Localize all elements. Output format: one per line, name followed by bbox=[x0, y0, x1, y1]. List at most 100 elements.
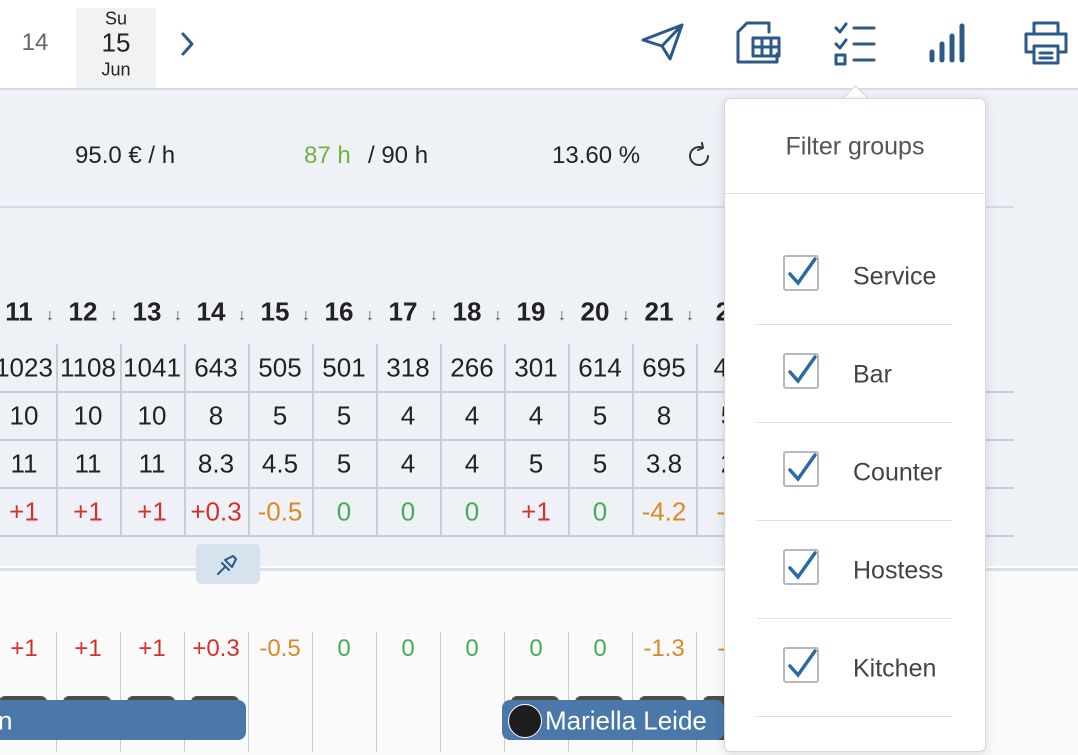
sort-arrow: ↓ bbox=[558, 307, 566, 324]
cell: 266 bbox=[450, 352, 494, 383]
column-line bbox=[312, 632, 313, 752]
difference: 0 bbox=[529, 635, 543, 662]
column-line bbox=[568, 632, 569, 752]
hour-header: 14 bbox=[196, 296, 226, 327]
table-icon[interactable] bbox=[735, 20, 783, 66]
hour-header: 17 bbox=[388, 296, 418, 327]
print-icon[interactable] bbox=[1022, 20, 1070, 66]
cell: 4 bbox=[400, 448, 416, 479]
cell: -4.2 bbox=[641, 496, 687, 527]
cell: 1108 bbox=[60, 352, 116, 383]
cell: 11 bbox=[138, 448, 166, 479]
row-line bbox=[0, 535, 1014, 537]
difference: 0 bbox=[401, 635, 415, 662]
group-divider bbox=[757, 618, 952, 619]
checkbox[interactable] bbox=[783, 647, 819, 683]
refresh-icon[interactable] bbox=[686, 142, 714, 170]
popup-title: Filter groups bbox=[785, 132, 925, 161]
checkmark bbox=[788, 257, 817, 286]
sort-arrow: ↓ bbox=[366, 307, 374, 324]
cell: +1 bbox=[9, 496, 39, 527]
group-divider bbox=[757, 716, 952, 717]
prev-day[interactable]: 14 bbox=[21, 29, 49, 56]
sort-arrow: ↓ bbox=[302, 307, 310, 324]
hour-header: 18 bbox=[452, 296, 482, 327]
cell: 4 bbox=[400, 400, 416, 431]
hour-header: 16 bbox=[324, 296, 354, 327]
cell: 0 bbox=[592, 496, 608, 527]
sort-arrow: ↓ bbox=[174, 307, 182, 324]
sort-arrow: ↓ bbox=[686, 307, 694, 324]
sort-arrow: ↓ bbox=[238, 307, 246, 324]
column-line bbox=[184, 632, 185, 752]
chart-icon[interactable] bbox=[928, 22, 974, 64]
difference: -1.3 bbox=[643, 635, 685, 662]
cell: 11 bbox=[10, 448, 38, 479]
column-line bbox=[56, 632, 57, 752]
row-line bbox=[0, 487, 1014, 489]
hour-header: 11 bbox=[5, 296, 33, 327]
hours-planned: / 90 h bbox=[368, 142, 429, 169]
day: 15 bbox=[101, 27, 131, 58]
cell: +1 bbox=[521, 496, 551, 527]
difference: +1 bbox=[138, 635, 166, 662]
cell: 5 bbox=[336, 400, 352, 431]
checkbox[interactable] bbox=[783, 353, 819, 389]
checkbox[interactable] bbox=[783, 549, 819, 585]
difference: 0 bbox=[465, 635, 479, 662]
cell: +1 bbox=[73, 496, 103, 527]
next-day[interactable] bbox=[178, 30, 198, 58]
cell: 5 bbox=[272, 400, 288, 431]
difference: 0 bbox=[337, 635, 351, 662]
sort-arrow: ↓ bbox=[110, 307, 118, 324]
column-line bbox=[120, 632, 121, 752]
column-line bbox=[440, 632, 441, 752]
cell: 4 bbox=[464, 448, 480, 479]
selected-date[interactable] bbox=[76, 8, 156, 88]
group-label: Bar bbox=[853, 360, 892, 389]
hour-header: 13 bbox=[132, 296, 162, 327]
checkbox[interactable] bbox=[783, 255, 819, 291]
shift-label: Mariella Leide bbox=[545, 705, 707, 736]
cell: 4.5 bbox=[261, 448, 299, 479]
cell: 0 bbox=[336, 496, 352, 527]
cell: 501 bbox=[322, 352, 366, 383]
row-line bbox=[0, 439, 1014, 441]
group-divider bbox=[757, 324, 952, 325]
cell: 5 bbox=[592, 400, 608, 431]
shift-bar[interactable] bbox=[0, 700, 246, 740]
avatar bbox=[508, 704, 542, 738]
cell: 1041 bbox=[123, 352, 181, 383]
group-label: Service bbox=[853, 262, 937, 291]
cell: +0.3 bbox=[190, 496, 242, 527]
cell: 0 bbox=[400, 496, 416, 527]
difference: +1 bbox=[10, 635, 38, 662]
send-icon[interactable] bbox=[640, 22, 686, 62]
column-line bbox=[696, 632, 697, 752]
column-line bbox=[504, 632, 505, 752]
sort-arrow: ↓ bbox=[430, 307, 438, 324]
month: Jun bbox=[101, 59, 131, 80]
checkbox[interactable] bbox=[783, 451, 819, 487]
hour-header: 15 bbox=[260, 296, 290, 327]
divider bbox=[0, 206, 1014, 208]
column-line bbox=[376, 632, 377, 752]
group-label: Hostess bbox=[853, 556, 944, 585]
filter-list-icon[interactable] bbox=[832, 20, 878, 66]
cell: 5 bbox=[592, 448, 608, 479]
cell: 8 bbox=[208, 400, 224, 431]
column-line bbox=[248, 632, 249, 752]
checkmark bbox=[788, 453, 817, 482]
group-divider bbox=[757, 422, 952, 423]
checkmark bbox=[788, 649, 817, 678]
cell: 695 bbox=[642, 352, 686, 383]
cell: 10 bbox=[73, 400, 103, 431]
difference: 0 bbox=[593, 635, 607, 662]
filter-popup bbox=[724, 98, 986, 752]
hour-header: 19 bbox=[516, 296, 546, 327]
hours-actual: 87 h bbox=[304, 142, 351, 169]
difference: +0.3 bbox=[192, 635, 240, 662]
sort-arrow: ↓ bbox=[494, 307, 502, 324]
percentage: 13.60 % bbox=[552, 142, 641, 169]
